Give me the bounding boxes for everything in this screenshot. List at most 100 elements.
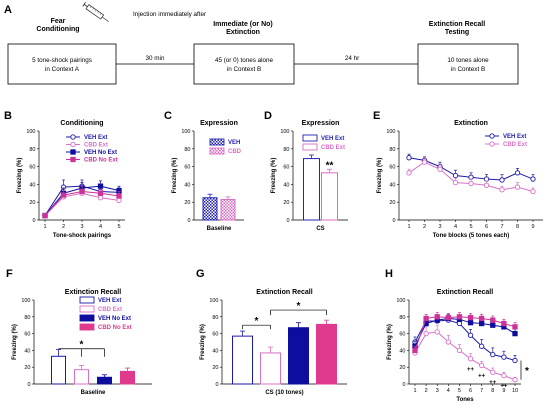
b-x-tick-label: 2 bbox=[62, 224, 65, 230]
stage1-title: Fear bbox=[51, 18, 66, 25]
panel-label-e: E bbox=[373, 110, 380, 122]
f-bar bbox=[51, 355, 66, 385]
e-x-tick-label: 3 bbox=[438, 224, 441, 230]
b-legend-marker bbox=[70, 141, 76, 148]
f-y-tick-label: 0 bbox=[27, 382, 30, 388]
panel-a: A Injection immediately after FearConditio… bbox=[4, 2, 519, 85]
e-point bbox=[530, 176, 536, 182]
b-point bbox=[60, 192, 67, 198]
d-y-label: Freezing (%) bbox=[271, 158, 277, 194]
d-legend-swatch bbox=[302, 134, 318, 142]
b-legend-label: VEH No Ext bbox=[84, 150, 117, 156]
syringe-barrel bbox=[85, 4, 105, 20]
h-x-tick-label: 10 bbox=[512, 388, 518, 394]
g-significance-mark: * bbox=[255, 316, 259, 327]
stage2-box-text: 45 (or 0) tones alone bbox=[215, 57, 274, 64]
c-bar bbox=[202, 197, 218, 221]
h-point bbox=[501, 372, 507, 379]
f-legend-swatch bbox=[79, 296, 95, 304]
panel-label-b: B bbox=[4, 110, 12, 122]
h-point bbox=[501, 320, 507, 327]
c-legend-label: CBD bbox=[228, 149, 242, 155]
e-y-tick-label: 0 bbox=[392, 218, 395, 224]
e-x-tick-label: 9 bbox=[531, 224, 534, 230]
stage2-title: Extinction bbox=[226, 29, 260, 36]
e-point bbox=[483, 182, 490, 188]
b-x-tick-label: 5 bbox=[117, 224, 120, 230]
e-y-tick-label: 60 bbox=[389, 165, 395, 171]
b-point bbox=[97, 195, 104, 201]
syringe-plunger bbox=[83, 4, 88, 8]
d-legend-label: CBD Ext bbox=[321, 145, 345, 151]
chart-e: 0 20 40 60 80 100 Freezing (%) 1 2 3 4 5 6 7 8 9 Tone bl… bbox=[373, 110, 543, 239]
b-series-line bbox=[44, 192, 120, 216]
h-y-tick-label: 20 bbox=[399, 365, 405, 371]
e-x-tick-label: 6 bbox=[485, 224, 488, 230]
b-point bbox=[79, 188, 85, 195]
h-tone-mark: ++ bbox=[489, 380, 497, 386]
f-y-tick-label: 60 bbox=[24, 332, 30, 338]
panel-label-h: H bbox=[385, 268, 393, 280]
d-title: Expression bbox=[302, 120, 340, 127]
h-point bbox=[456, 347, 463, 354]
f-legend-label: VEH Ext bbox=[98, 298, 121, 304]
h-x-tick-label: 4 bbox=[447, 388, 450, 394]
panel-label-a: A bbox=[4, 4, 12, 16]
c-y-label: Freezing (%) bbox=[172, 158, 178, 194]
h-point bbox=[479, 343, 485, 349]
e-point bbox=[452, 172, 459, 179]
syringe-tick bbox=[89, 6, 92, 9]
h-series-line bbox=[414, 316, 516, 351]
b-x-tick-label: 3 bbox=[80, 224, 83, 230]
h-point bbox=[445, 314, 451, 321]
h-y-tick-label: 80 bbox=[399, 315, 405, 321]
h-x-label: Tones bbox=[456, 397, 474, 403]
b-y-tick-label: 100 bbox=[26, 129, 35, 135]
d-y-tick-label: 0 bbox=[286, 218, 289, 224]
h-tone-mark: ++ bbox=[500, 384, 508, 390]
stage3-box-text: in Context B bbox=[451, 66, 485, 73]
h-x-tick-label: 9 bbox=[502, 388, 505, 394]
c-legend-swatch bbox=[209, 147, 225, 155]
stage2-title: Immediate (or No) bbox=[213, 21, 273, 28]
f-legend-label: VEH No Ext bbox=[98, 316, 131, 322]
e-title: Extinction bbox=[454, 120, 488, 127]
h-point bbox=[467, 320, 474, 326]
e-x-tick-label: 5 bbox=[469, 224, 472, 230]
h-significance-mark: * bbox=[525, 366, 529, 377]
panel-label-d: D bbox=[264, 110, 272, 122]
h-y-label: Freezing (%) bbox=[387, 324, 393, 360]
f-y-tick-label: 80 bbox=[24, 315, 30, 321]
b-y-tick-label: 40 bbox=[29, 182, 35, 188]
b-x-label: Tone-shock pairings bbox=[53, 233, 112, 239]
panel-label-c: C bbox=[164, 110, 172, 122]
injection-note: Injection immediately after bbox=[133, 11, 206, 18]
chart-b: 0 20 40 60 80 100 Freezing (%) 1 2 3 4 5 Tone-shock … bbox=[4, 110, 125, 239]
e-point bbox=[452, 179, 459, 186]
g-bar bbox=[260, 352, 281, 385]
h-point bbox=[445, 339, 451, 345]
syringe-icon bbox=[82, 2, 109, 22]
h-point bbox=[512, 357, 518, 364]
b-legend-marker bbox=[70, 156, 76, 163]
h-tone-mark: ++ bbox=[467, 367, 475, 373]
e-point bbox=[514, 184, 521, 190]
stage2-box bbox=[193, 43, 295, 85]
e-point bbox=[499, 187, 505, 193]
h-point bbox=[490, 369, 496, 375]
stage3-title: Extinction Recall bbox=[429, 21, 485, 28]
d-significance-mark: ** bbox=[326, 160, 334, 171]
e-point bbox=[406, 170, 412, 176]
e-y-tick-label: 80 bbox=[389, 147, 395, 153]
f-bar bbox=[74, 369, 89, 385]
d-bar bbox=[303, 158, 320, 221]
f-legend-swatch bbox=[79, 314, 95, 322]
e-point bbox=[514, 170, 521, 176]
c-legend-label: VEH bbox=[228, 140, 240, 146]
h-point bbox=[456, 314, 463, 320]
d-legend-swatch bbox=[302, 143, 318, 151]
h-point bbox=[467, 314, 474, 321]
h-point bbox=[490, 351, 496, 358]
e-legend-label: VEH Ext bbox=[503, 134, 526, 140]
h-point bbox=[479, 320, 485, 327]
